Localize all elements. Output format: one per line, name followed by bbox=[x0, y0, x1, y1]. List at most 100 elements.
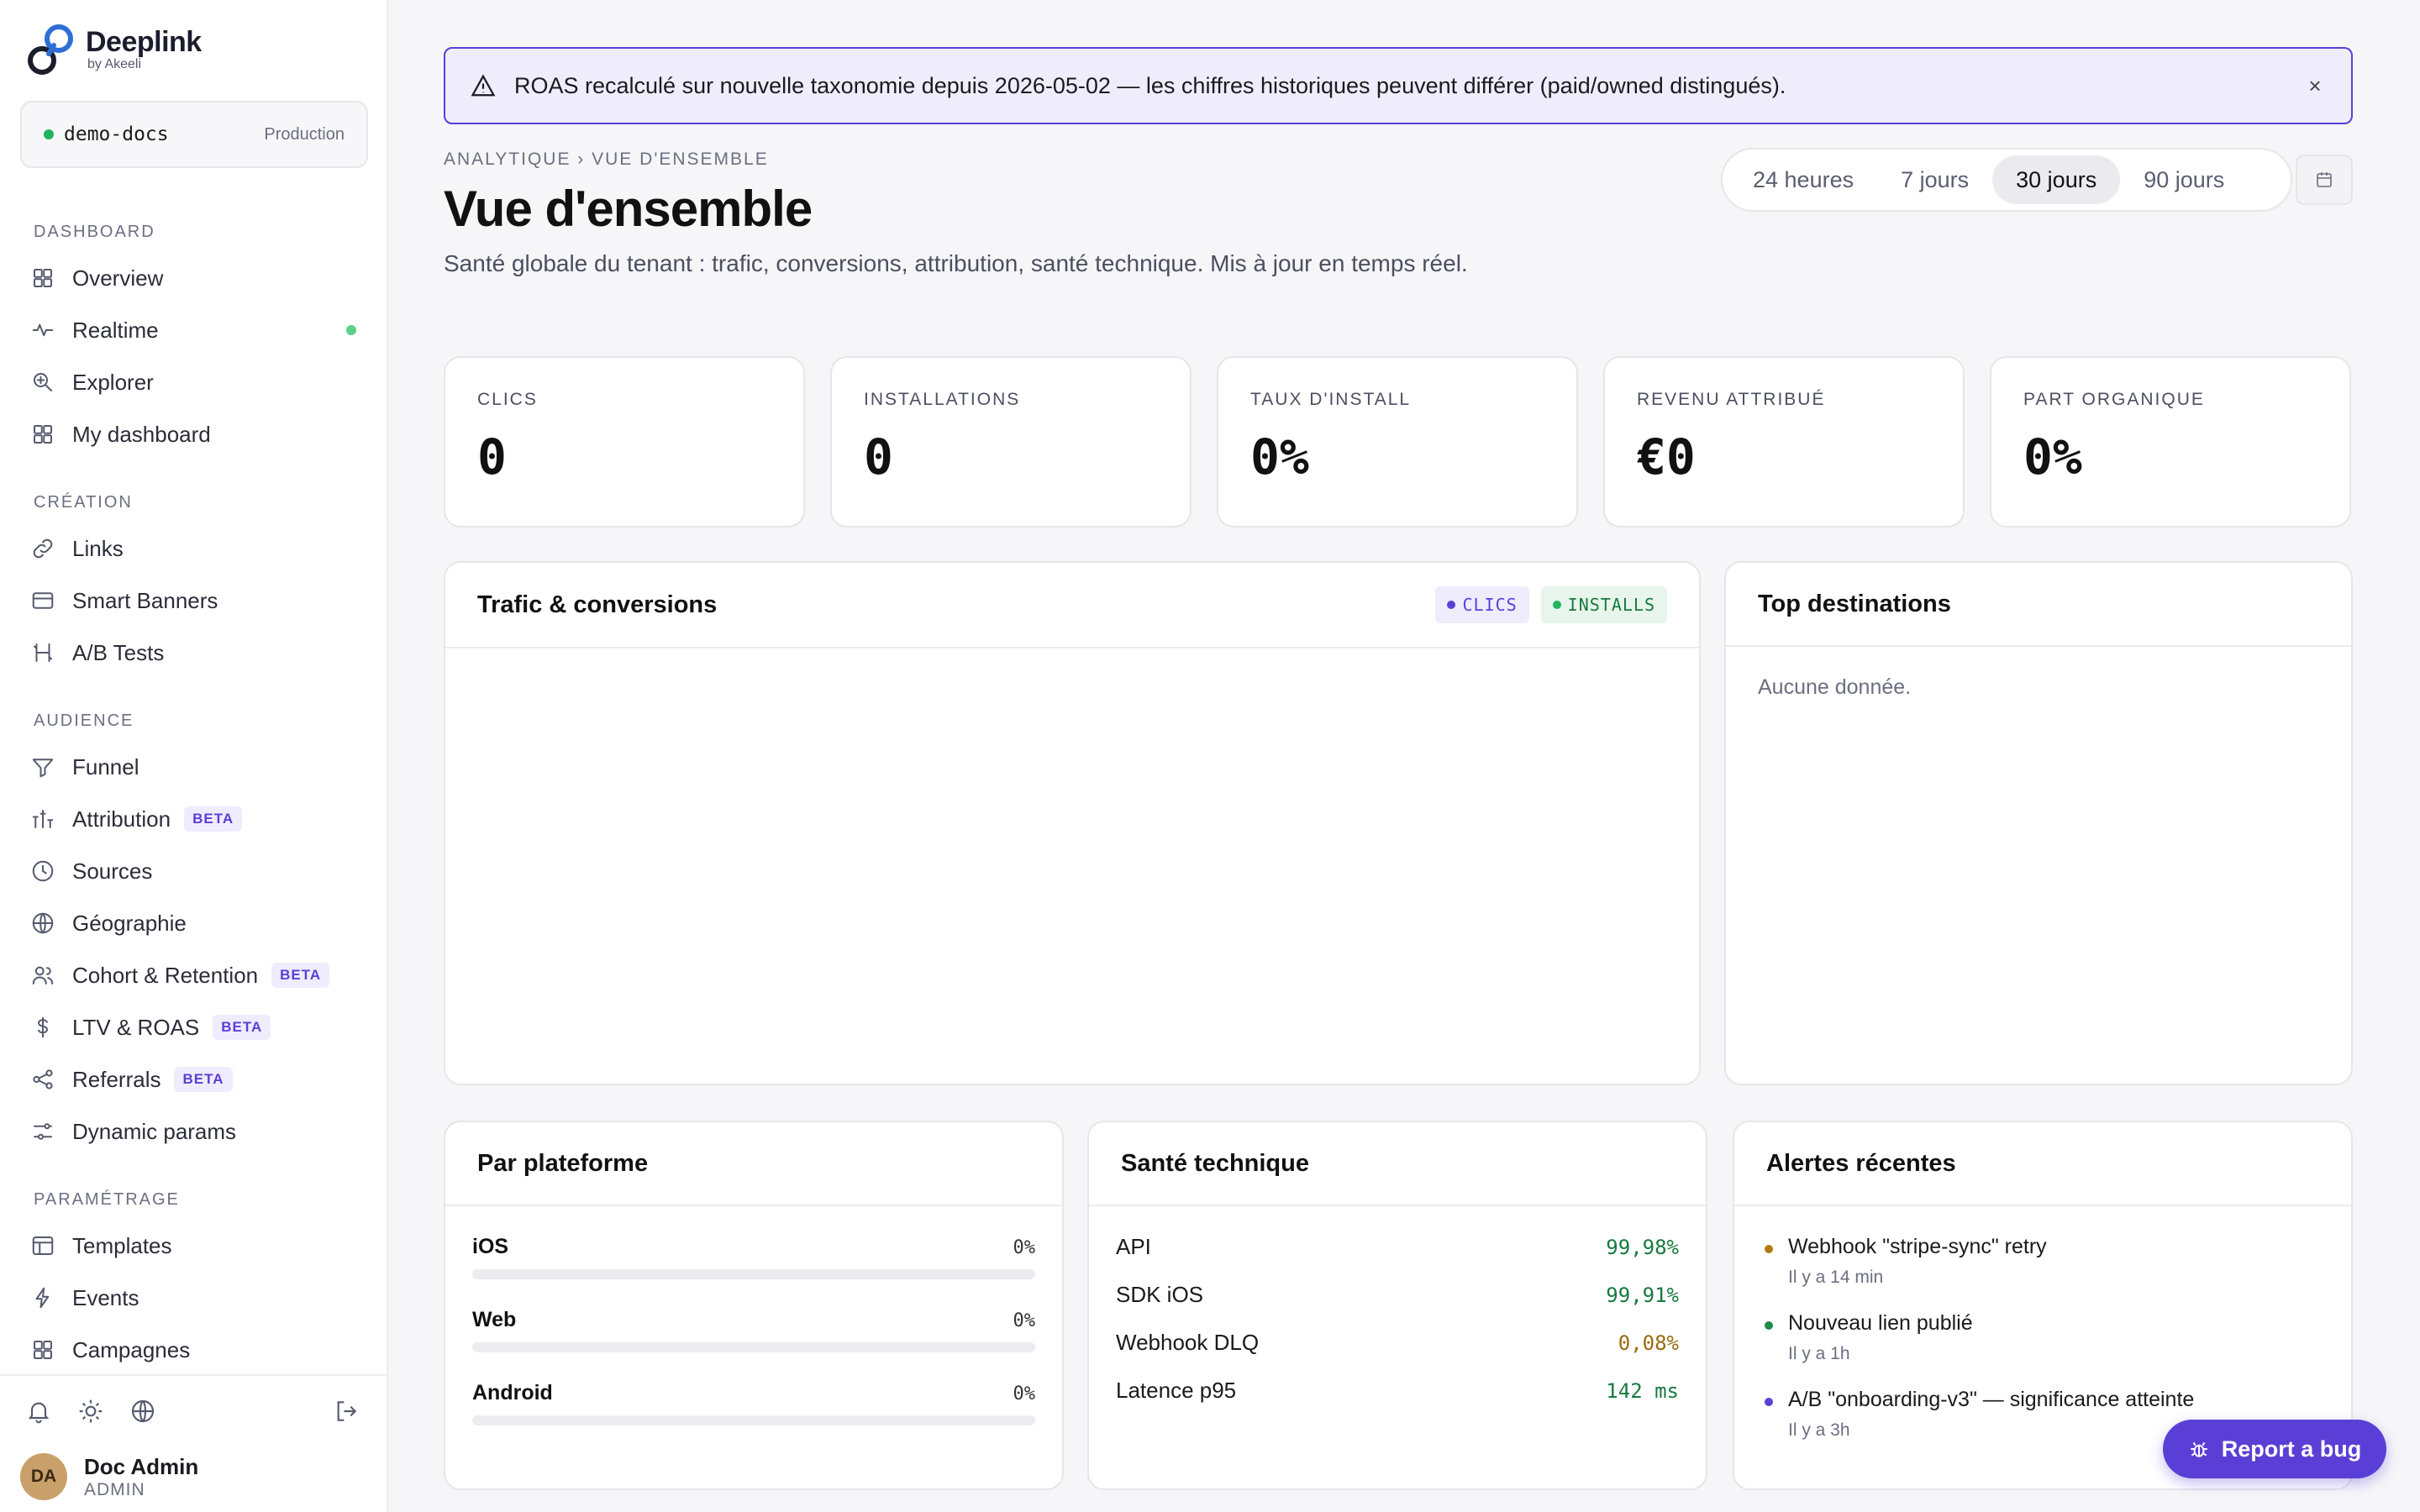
sidebar-item-overview[interactable]: Overview bbox=[0, 252, 387, 304]
logout-icon[interactable] bbox=[333, 1398, 360, 1425]
sidebar-item-my-dashboard[interactable]: My dashboard bbox=[0, 408, 387, 460]
calendar-button[interactable] bbox=[2296, 155, 2353, 205]
health-row: Webhook DLQ 0,08% bbox=[1089, 1319, 1706, 1367]
date-range-selector: 24 heures 7 jours 30 jours 90 jours bbox=[1721, 148, 2292, 212]
breadcrumb: ANALYTIQUE › VUE D'ENSEMBLE bbox=[444, 150, 769, 169]
attribution-icon bbox=[30, 806, 55, 832]
tenant-environment: Production bbox=[264, 124, 345, 144]
split-icon bbox=[30, 640, 55, 665]
sidebar-item-events[interactable]: Events bbox=[0, 1272, 387, 1324]
alert-time: Il y a 1h bbox=[1788, 1344, 1850, 1363]
sidebar-item-dynamic-params[interactable]: Dynamic params bbox=[0, 1105, 387, 1158]
sidebar-item-label: Funnel bbox=[72, 753, 139, 780]
alert-title: A/B "onboarding-v3" — significance attei… bbox=[1788, 1388, 2195, 1411]
sidebar-item-label: Smart Banners bbox=[72, 587, 218, 613]
sidebar-item-realtime[interactable]: Realtime bbox=[0, 304, 387, 356]
globe-icon[interactable] bbox=[129, 1398, 156, 1425]
taxonomy-notice-banner: ROAS recalculé sur nouvelle taxonomie de… bbox=[444, 47, 2353, 124]
nav-section-title: CRÉATION bbox=[34, 493, 133, 512]
alert-item[interactable]: Webhook "stripe-sync" retry Il y a 14 mi… bbox=[1734, 1235, 2351, 1288]
range-30-jours[interactable]: 30 jours bbox=[1992, 155, 2121, 204]
sidebar-item-attribution[interactable]: Attribution BETA bbox=[0, 793, 387, 845]
sidebar-item-ltv-roas[interactable]: LTV & ROAS BETA bbox=[0, 1001, 387, 1053]
brand[interactable]: Deeplink by Akeeli bbox=[24, 20, 202, 79]
bell-icon[interactable] bbox=[25, 1398, 52, 1425]
close-icon[interactable]: × bbox=[2308, 72, 2322, 98]
alert-time: Il y a 14 min bbox=[1788, 1268, 1884, 1287]
sidebar-item-g-ographie[interactable]: Géographie bbox=[0, 897, 387, 949]
sidebar-item-smart-banners[interactable]: Smart Banners bbox=[0, 575, 387, 627]
dollar-icon bbox=[30, 1015, 55, 1040]
sidebar-item-label: LTV & ROAS bbox=[72, 1014, 200, 1040]
platform-bar bbox=[472, 1342, 1035, 1352]
sidebar-item-a-b-tests[interactable]: A/B Tests bbox=[0, 627, 387, 679]
avatar: DA bbox=[20, 1453, 67, 1500]
alert-time: Il y a 3h bbox=[1788, 1420, 1850, 1440]
alert-title: Webhook "stripe-sync" retry bbox=[1788, 1235, 2047, 1258]
user-profile[interactable]: DA Doc Admin ADMIN bbox=[20, 1453, 198, 1500]
kpi-label: REVENU ATTRIBUÉ bbox=[1637, 390, 1826, 409]
platform-row: Android 0% bbox=[445, 1381, 1062, 1425]
health-row: Latence p95 142 ms bbox=[1089, 1367, 1706, 1415]
alert-status-dot bbox=[1765, 1398, 1773, 1406]
sidebar-item-referrals[interactable]: Referrals BETA bbox=[0, 1053, 387, 1105]
tenant-status-dot bbox=[44, 129, 54, 139]
page-title: Vue d'ensemble bbox=[444, 181, 813, 237]
sidebar-item-sources[interactable]: Sources bbox=[0, 845, 387, 897]
user-name: Doc Admin bbox=[84, 1453, 199, 1479]
tech-health-title: Santé technique bbox=[1121, 1149, 1309, 1177]
warning-icon bbox=[471, 73, 496, 98]
health-row: SDK iOS 99,91% bbox=[1089, 1271, 1706, 1319]
traffic-chart-area bbox=[445, 648, 1699, 1084]
share-icon bbox=[30, 1067, 55, 1092]
sidebar-item-explorer[interactable]: Explorer bbox=[0, 356, 387, 408]
report-bug-label: Report a bug bbox=[2221, 1436, 2362, 1462]
banner-icon bbox=[30, 588, 55, 613]
kpi-card: CLICS 0 bbox=[444, 356, 805, 528]
alert-status-dot bbox=[1765, 1245, 1773, 1253]
bug-icon bbox=[2188, 1438, 2210, 1460]
sidebar-item-links[interactable]: Links bbox=[0, 522, 387, 575]
legend-installs[interactable]: INSTALLS bbox=[1540, 586, 1667, 623]
sidebar-item-funnel[interactable]: Funnel bbox=[0, 741, 387, 793]
banner-text: ROAS recalculé sur nouvelle taxonomie de… bbox=[514, 72, 1786, 98]
tenant-switcher[interactable]: demo-docs Production bbox=[20, 101, 368, 168]
sidebar-item-cohort-retention[interactable]: Cohort & Retention BETA bbox=[0, 949, 387, 1001]
platform-row: Web 0% bbox=[445, 1308, 1062, 1352]
bolt-icon bbox=[30, 1285, 55, 1310]
sidebar-item-templates[interactable]: Templates bbox=[0, 1220, 387, 1272]
report-bug-button[interactable]: Report a bug bbox=[2163, 1420, 2386, 1478]
kpi-card: REVENU ATTRIBUÉ €0 bbox=[1603, 356, 1965, 528]
tech-health-card: Santé technique API 99,98% SDK iOS 99,91… bbox=[1087, 1121, 1707, 1490]
empty-state: Aucune donnée. bbox=[1758, 675, 1912, 699]
range-24-heures[interactable]: 24 heures bbox=[1753, 166, 1854, 192]
nav-section-title: AUDIENCE bbox=[34, 711, 134, 730]
sidebar-item-label: Overview bbox=[72, 265, 164, 291]
sidebar-item-label: Events bbox=[72, 1284, 139, 1310]
health-metric-name: API bbox=[1116, 1234, 1151, 1259]
sidebar-item-label: Realtime bbox=[72, 317, 159, 343]
kpi-label: PART ORGANIQUE bbox=[2023, 390, 2205, 409]
nav-section-title: PARAMÉTRAGE bbox=[34, 1190, 180, 1209]
platform-percent: 0% bbox=[1013, 1237, 1036, 1258]
platform-card: Par plateforme iOS 0% Web 0% Android 0% bbox=[444, 1121, 1064, 1490]
platform-card-title: Par plateforme bbox=[477, 1149, 649, 1177]
top-destinations-title: Top destinations bbox=[1758, 590, 1951, 617]
page-description: Santé globale du tenant : trafic, conver… bbox=[444, 250, 1468, 276]
pulse-icon bbox=[30, 318, 55, 343]
platform-row: iOS 0% bbox=[445, 1235, 1062, 1279]
range-90-jours[interactable]: 90 jours bbox=[2144, 166, 2225, 192]
alert-item[interactable]: A/B "onboarding-v3" — significance attei… bbox=[1734, 1388, 2351, 1441]
kpi-card: TAUX D'INSTALL 0% bbox=[1217, 356, 1578, 528]
alert-item[interactable]: Nouveau lien publié Il y a 1h bbox=[1734, 1311, 2351, 1364]
sidebar-item-campagnes[interactable]: Campagnes bbox=[0, 1324, 387, 1371]
globe-icon bbox=[30, 911, 55, 936]
range-7-jours[interactable]: 7 jours bbox=[1901, 166, 1970, 192]
health-metric-name: Latence p95 bbox=[1116, 1378, 1237, 1403]
grid-icon bbox=[30, 265, 55, 291]
alert-status-dot bbox=[1765, 1321, 1773, 1330]
traffic-card-title: Trafic & conversions bbox=[477, 591, 718, 618]
deeplink-logo-icon bbox=[28, 24, 73, 75]
sun-icon[interactable] bbox=[77, 1398, 104, 1425]
legend-clics[interactable]: CLICS bbox=[1435, 586, 1529, 623]
